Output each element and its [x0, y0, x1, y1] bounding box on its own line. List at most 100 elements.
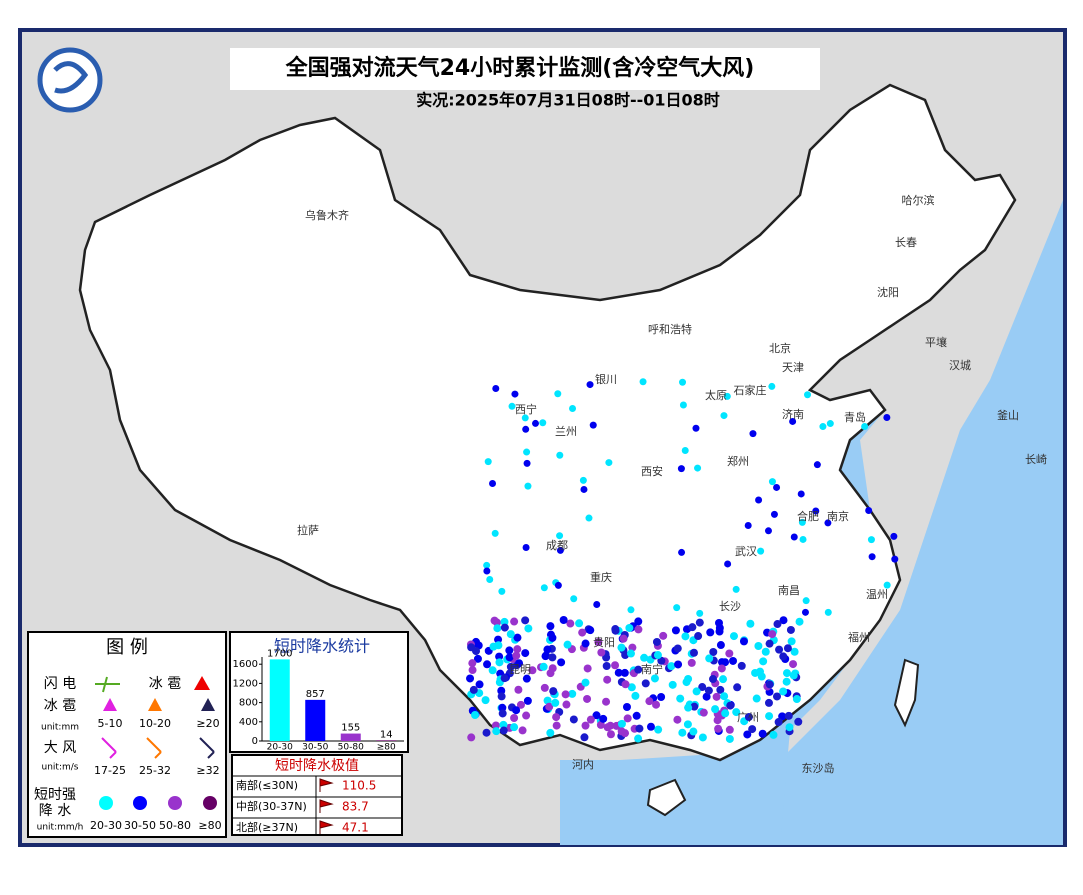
- dot: [768, 382, 776, 390]
- dot: [575, 619, 584, 628]
- dot: [620, 668, 629, 677]
- dot: [468, 659, 477, 668]
- dot: [694, 464, 702, 472]
- legend-unit: unit:mm: [41, 723, 79, 733]
- dot: [472, 647, 481, 656]
- extremes-table: 南部(≤30N) 110.5 中部(30-37N) 83.7 北部(≥37N) 47.1: [232, 775, 402, 835]
- dot: [611, 661, 620, 670]
- dot: [724, 560, 732, 568]
- dot: [628, 643, 637, 652]
- dot: [783, 644, 792, 653]
- dot: [653, 651, 662, 660]
- dot: [683, 720, 692, 729]
- dot: [867, 536, 875, 544]
- legend-level: 10-20: [139, 717, 171, 730]
- dot: [748, 725, 757, 734]
- dot: [646, 722, 655, 731]
- dot: [698, 733, 707, 742]
- dot: [554, 581, 562, 589]
- city-label: 西宁: [515, 402, 537, 416]
- dot: [865, 506, 873, 514]
- dot: [605, 459, 613, 467]
- flag-icon: [319, 820, 334, 834]
- dot: [768, 478, 776, 486]
- dot: [671, 626, 680, 635]
- dot: [513, 633, 522, 642]
- dot: [774, 718, 783, 727]
- city-label: 青岛: [844, 410, 866, 424]
- dot: [725, 649, 734, 658]
- dot: [539, 419, 547, 427]
- dot: [495, 652, 504, 661]
- dot: [594, 638, 603, 647]
- dot: [505, 646, 514, 655]
- subtitle: 实况:2025年07月31日08时--01日08时: [416, 91, 720, 110]
- dot: [489, 479, 497, 487]
- dot: [580, 485, 588, 493]
- dot: [709, 675, 718, 684]
- dot: [619, 634, 628, 643]
- dot: [548, 653, 557, 662]
- dot: [790, 533, 798, 541]
- dot: [706, 628, 715, 637]
- dot: [737, 661, 746, 670]
- dot: [568, 689, 577, 698]
- dot: [679, 401, 687, 409]
- legend-level: ≥80: [198, 819, 221, 832]
- extremes-title: 短时降水极值: [275, 758, 359, 774]
- dot: [506, 630, 515, 639]
- dot: [819, 423, 827, 431]
- value-label: 857: [306, 689, 325, 700]
- dot: [702, 692, 711, 701]
- dot: [621, 680, 630, 689]
- x-tick-label: 20-30: [267, 743, 293, 753]
- dot: [677, 465, 685, 473]
- dot: [523, 459, 531, 467]
- china-outline: [78, 83, 1017, 762]
- rain-icon: [203, 796, 217, 810]
- city-label: 河内: [572, 757, 594, 771]
- value-label: 155: [341, 723, 360, 734]
- legend-unit: unit:m/s: [42, 763, 79, 773]
- dot: [579, 476, 587, 484]
- dot: [617, 727, 626, 736]
- dot: [518, 726, 527, 735]
- dot: [540, 683, 549, 692]
- legend-level: ≥20: [196, 717, 219, 730]
- dot: [782, 677, 791, 686]
- dot: [522, 425, 530, 433]
- dot: [593, 601, 601, 609]
- dot: [617, 643, 626, 652]
- dot: [482, 728, 491, 737]
- dot: [540, 584, 548, 592]
- extremes-box: [231, 754, 403, 836]
- legend-label: 闪 电: [44, 676, 76, 692]
- dot: [804, 391, 812, 399]
- dot: [826, 420, 834, 428]
- dot: [673, 644, 682, 653]
- dot: [692, 687, 701, 696]
- legend-label: 冰 雹: [149, 676, 181, 692]
- dot: [764, 527, 772, 535]
- dot: [467, 733, 476, 742]
- dot: [699, 708, 708, 717]
- dot: [561, 690, 570, 699]
- city-label: 南昌: [778, 584, 800, 597]
- dot: [498, 709, 507, 718]
- dot: [755, 496, 763, 504]
- dot: [657, 693, 666, 702]
- value-label: 1700: [267, 648, 292, 659]
- title-bg: [230, 48, 820, 90]
- hainan: [646, 778, 687, 817]
- dot: [634, 617, 643, 626]
- dot: [720, 412, 728, 420]
- dot: [585, 514, 593, 522]
- dot: [789, 671, 798, 680]
- city-label: 福州: [848, 630, 870, 644]
- wind-icon: [199, 737, 215, 759]
- dot: [739, 637, 748, 646]
- legend-level: 25-32: [139, 764, 171, 777]
- dot: [705, 654, 714, 663]
- dot: [688, 623, 697, 632]
